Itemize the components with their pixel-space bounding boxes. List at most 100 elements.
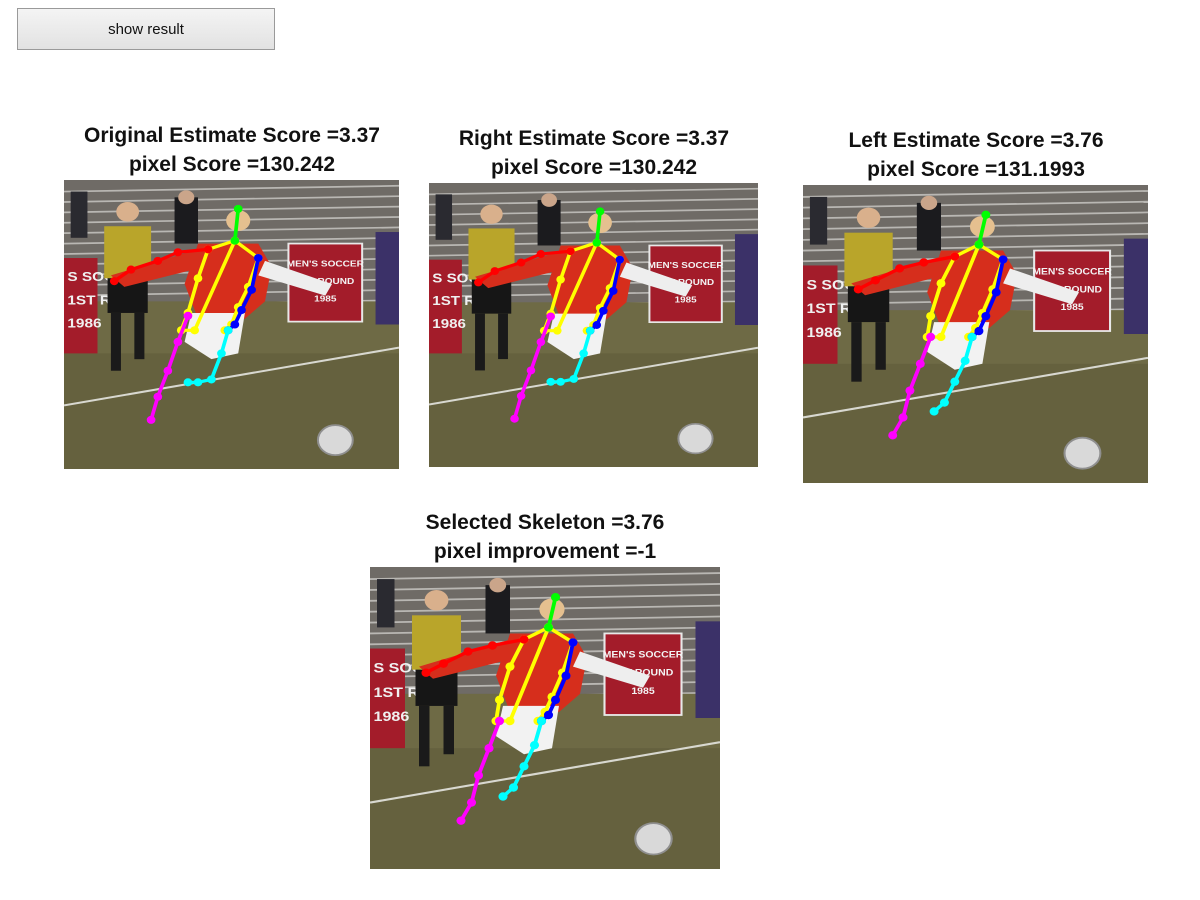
skeleton-joint (536, 250, 546, 258)
player-arm (1003, 268, 1079, 305)
banner-text: 1985 (675, 295, 697, 304)
skeleton-joint (193, 274, 203, 283)
soccer-ball (677, 422, 714, 455)
skeleton-head (594, 209, 602, 245)
spectator (809, 196, 828, 245)
spectator (375, 232, 399, 325)
skeleton-joint (490, 267, 500, 276)
skeleton-joint (508, 783, 519, 792)
banner-text: MEN'S SOCCER (287, 259, 364, 268)
skeleton-joint (888, 431, 898, 440)
skeleton-joint (556, 275, 565, 284)
skeleton-joint (929, 407, 939, 416)
skeleton-joint (974, 326, 984, 336)
side-banner-text: 1ST R (806, 302, 851, 317)
skeleton-joint (498, 792, 508, 801)
side-banner (803, 265, 838, 364)
skeleton-joint (217, 349, 226, 358)
skeleton-joint (190, 326, 200, 335)
skeleton-joint (568, 638, 578, 647)
banner-text: MEN'S SOCCER (648, 261, 724, 270)
skeleton-joint (926, 311, 936, 321)
skeleton-joint (543, 623, 554, 632)
skeleton-joint (546, 377, 556, 386)
spectator (174, 197, 198, 244)
spectator (377, 579, 395, 628)
skeleton-joint (526, 366, 536, 375)
skeleton-joint (870, 276, 880, 285)
side-banner-text: 1ST R (374, 685, 420, 701)
banner-text: 1ST ROUND (296, 277, 354, 286)
skeleton-joint (569, 374, 579, 383)
show-result-button[interactable]: show result (17, 8, 275, 50)
right-estimate-score: Right Estimate Score =3.37 (458, 127, 730, 150)
referee-head (116, 201, 140, 222)
skeleton-joint (230, 320, 240, 329)
skeleton-joint (950, 377, 960, 386)
spectator (916, 202, 941, 251)
spectator (734, 234, 758, 325)
skeleton-joint (173, 248, 183, 257)
side-banner-text: 1ST R (432, 293, 475, 308)
spectator (1123, 238, 1148, 334)
side-banner (64, 258, 98, 354)
original-estimate-score: Original Estimate Score =3.37 (84, 124, 380, 147)
soccer-ball (1063, 436, 1102, 470)
skeleton-joint (595, 207, 605, 216)
skeleton-joint (599, 306, 608, 315)
skeleton-joint (960, 356, 970, 365)
skeleton-joint (183, 311, 193, 320)
skeleton-joint (203, 245, 213, 254)
field-line (370, 741, 720, 804)
skeleton-joint (463, 647, 473, 656)
skeleton-joint (585, 326, 595, 335)
skeleton-joint (516, 258, 526, 267)
banner-text: 1985 (631, 686, 655, 696)
field-line (64, 346, 399, 407)
side-banner-text: 1986 (67, 316, 101, 331)
skeleton-joint (230, 236, 240, 245)
skeleton-joint (981, 210, 991, 219)
skeleton-joint (615, 255, 625, 264)
skeleton-joint (936, 279, 946, 288)
skeleton-joint (939, 398, 949, 407)
skeleton-joint (546, 312, 556, 321)
skeleton-joint (608, 286, 618, 295)
field-line (429, 346, 758, 406)
skeleton-joint (536, 338, 546, 347)
right-estimate-title: Right Estimate Score =3.37 pixel Score =… (394, 124, 794, 182)
original-pixel-score: pixel Score =130.242 (128, 153, 336, 176)
spectator (537, 200, 561, 246)
skeleton-joint (233, 204, 243, 213)
skeleton-head (977, 213, 988, 247)
skeleton-joint (550, 695, 561, 705)
soccer-ball (634, 822, 673, 856)
skeleton-joint (519, 762, 529, 771)
side-banner (370, 648, 405, 749)
skeleton-joint (438, 659, 449, 668)
skeleton-joint (936, 332, 946, 342)
skeleton-joint (519, 635, 529, 644)
skeleton-joint (998, 255, 1008, 264)
side-banner-text: 1986 (432, 316, 466, 331)
side-banner-text: 1ST R (67, 293, 111, 308)
skeleton-head (546, 595, 558, 630)
skeleton-joint (126, 265, 136, 274)
player-arm (573, 651, 650, 688)
skeleton-joint (193, 378, 203, 387)
skeleton-joint (494, 716, 505, 726)
skeleton-joint (592, 321, 602, 329)
banner-text: 1ST ROUND (657, 278, 714, 287)
skeleton-joint (536, 716, 547, 726)
skeleton-joint (579, 349, 588, 358)
skeleton-joint (974, 240, 984, 249)
skeleton-joint (237, 306, 246, 315)
skeleton-joint (153, 256, 163, 265)
skeleton-joint (592, 238, 602, 247)
skeleton-joint (163, 366, 173, 375)
spectator (435, 194, 453, 240)
skeleton-joint (223, 326, 233, 335)
